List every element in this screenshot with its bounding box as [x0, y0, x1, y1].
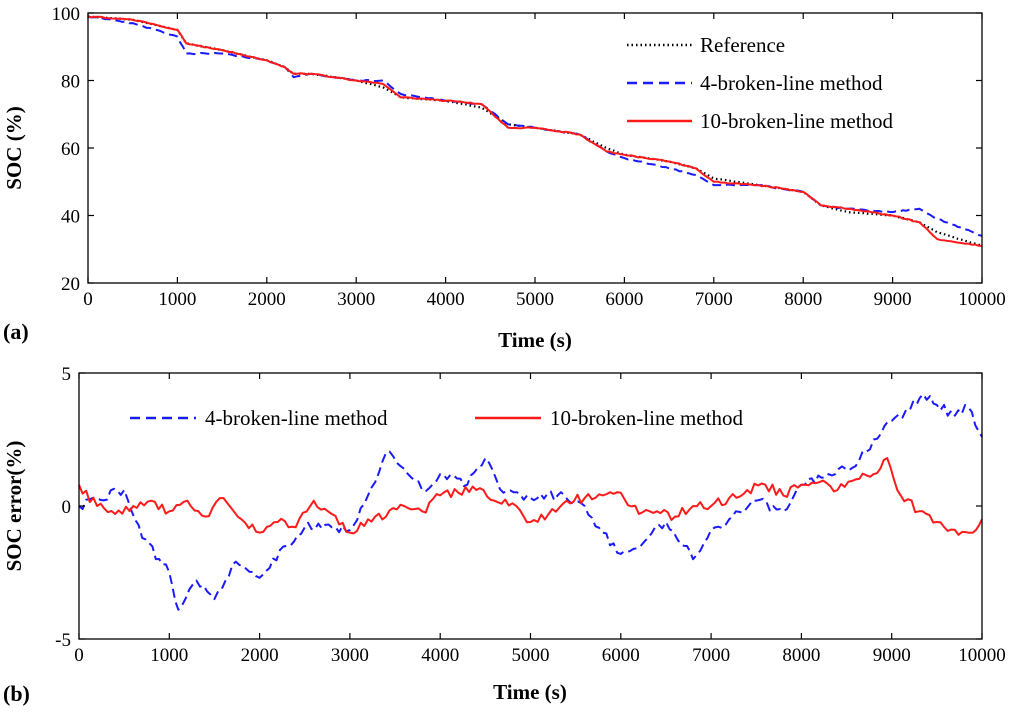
- soc-series-group: [87, 15, 983, 247]
- soc-y-tick-label: 20: [61, 274, 80, 295]
- soc-chart: 0 1000 2000 3000 4000 5000 6000 7000 8000 9000 100…: [2, 4, 1006, 352]
- soc-error-y-tick-label: 5: [62, 364, 72, 385]
- soc-y-axis-label: SOC (%): [2, 106, 26, 189]
- soc-error-y-tick-label: 0: [62, 497, 72, 518]
- soc-error-y-tick-label: -5: [55, 630, 71, 651]
- panel-label-b: (b): [3, 681, 30, 706]
- soc-error-y-axis-label: SOC error(%): [2, 441, 26, 572]
- soc-ticks: 0 1000 2000 3000 4000 5000 6000 7000 8000 9000 100…: [52, 4, 1006, 310]
- soc-error-x-tick-label: 0: [74, 645, 84, 666]
- soc-error-ticks: 0 1000 2000 3000 4000 5000 6000 7000 8000 9000 100…: [55, 364, 1006, 666]
- legend-label-10-line-error: 10-broken-line method: [550, 406, 744, 430]
- soc-error-x-tick-label: 3000: [331, 645, 369, 666]
- legend-label-reference: Reference: [700, 33, 785, 57]
- soc-legend: Reference 4-broken-line method 10-broken…: [627, 33, 894, 133]
- soc-error-x-tick-label: 6000: [602, 645, 640, 666]
- soc-error-x-tick-label: 1000: [150, 645, 188, 666]
- soc-y-tick-label: 40: [61, 207, 80, 228]
- soc-error-x-tick-label: 10000: [958, 645, 1006, 666]
- soc-x-tick-label: 4000: [427, 289, 465, 310]
- soc-error-series-group: [78, 393, 983, 611]
- soc-y-tick-label: 80: [61, 72, 80, 93]
- legend-label-10-line: 10-broken-line method: [700, 109, 894, 133]
- soc-error-legend: 4-broken-line method 10-broken-line meth…: [130, 406, 744, 430]
- legend-label-4-line-error: 4-broken-line method: [205, 406, 388, 430]
- soc-x-tick-label: 2000: [248, 289, 286, 310]
- soc-x-tick-label: 6000: [605, 289, 643, 310]
- soc-x-tick-label: 10000: [958, 289, 1006, 310]
- soc-series-10-broken-line-method-line: [87, 15, 983, 247]
- soc-x-tick-label: 7000: [695, 289, 733, 310]
- soc-error-x-tick-label: 8000: [782, 645, 820, 666]
- soc-error-x-axis-label: Time (s): [493, 680, 567, 704]
- soc-error-series-4-broken-line-method-line: [78, 393, 983, 611]
- soc-y-tick-label: 100: [52, 4, 81, 25]
- soc-error-x-tick-label: 5000: [512, 645, 550, 666]
- panel-label-a: (a): [3, 319, 29, 344]
- soc-x-axis-label: Time (s): [498, 328, 572, 352]
- soc-x-tick-label: 1000: [158, 289, 196, 310]
- soc-y-tick-label: 60: [61, 139, 80, 160]
- soc-x-tick-label: 8000: [784, 289, 822, 310]
- legend-label-4-line: 4-broken-line method: [700, 71, 883, 95]
- soc-error-x-tick-label: 4000: [421, 645, 459, 666]
- soc-x-tick-label: 0: [83, 289, 93, 310]
- soc-error-series-10-broken-line-method-line: [78, 457, 983, 536]
- soc-x-tick-label: 3000: [337, 289, 375, 310]
- soc-x-tick-label: 5000: [516, 289, 554, 310]
- soc-error-x-tick-label: 9000: [873, 645, 911, 666]
- soc-x-tick-label: 9000: [874, 289, 912, 310]
- soc-error-x-tick-label: 7000: [692, 645, 730, 666]
- soc-error-chart: 0 1000 2000 3000 4000 5000 6000 7000 8000 9000 100…: [2, 364, 1006, 706]
- soc-error-x-tick-label: 2000: [241, 645, 279, 666]
